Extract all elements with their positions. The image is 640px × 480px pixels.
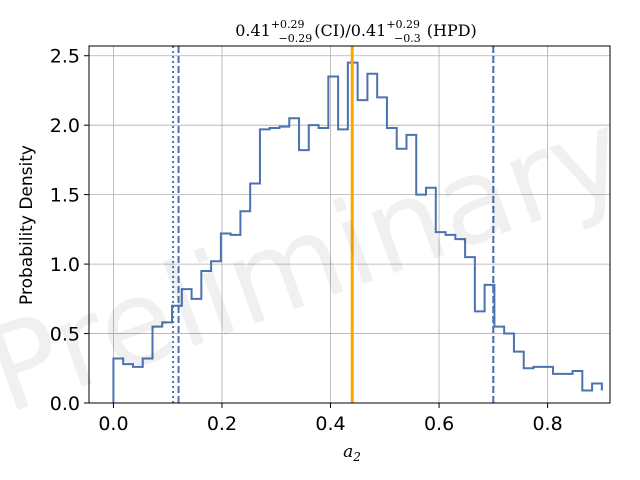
credible-interval-lines (172, 46, 495, 403)
y-tick-label: 0.5 (50, 324, 80, 346)
title-ci-value: 0.41 (235, 21, 271, 40)
x-axis-label-symbol: a (343, 442, 353, 462)
x-axis-label: a2 (343, 442, 361, 464)
y-tick-label: 1.5 (50, 185, 80, 207)
title-hpd-plus: +0.29 (386, 18, 420, 31)
y-axis-label: Probability Density (17, 145, 37, 305)
x-axis-ticks: 0.0 0.2 0.4 0.6 0.8 (98, 403, 563, 435)
title-hpd-value: 0.41 (351, 21, 387, 40)
y-tick-label: 0.0 (50, 393, 80, 415)
title-ci-plus: +0.29 (271, 18, 305, 31)
y-tick-label: 2.5 (50, 46, 80, 68)
title-hpd-tag: (HPD) (427, 21, 477, 40)
x-tick-label: 0.4 (315, 413, 345, 435)
x-tick-label: 0.6 (424, 413, 454, 435)
x-axis-label-subscript: 2 (352, 450, 361, 464)
y-tick-label: 1.0 (50, 254, 80, 276)
x-tick-label: 0.0 (98, 413, 128, 435)
grid-lines (89, 46, 610, 404)
y-tick-label: 2.0 (50, 115, 80, 137)
plot-frame (88, 45, 611, 404)
x-tick-label: 0.2 (207, 413, 237, 435)
title-ci-minus: −0.29 (279, 32, 313, 45)
x-tick-label: 0.8 (532, 413, 562, 435)
title-separator: / (345, 21, 351, 40)
title-hpd-minus: −0.3 (394, 32, 421, 45)
y-axis-ticks: 0.0 0.5 1.0 1.5 2.0 2.5 (50, 46, 89, 415)
chart-title: 0.41+0.29 −0.29 (CI)/0.41+0.29 −0.3 (HPD) (235, 18, 477, 45)
plot-area (89, 46, 610, 403)
title-ci-tag: (CI) (314, 21, 345, 40)
